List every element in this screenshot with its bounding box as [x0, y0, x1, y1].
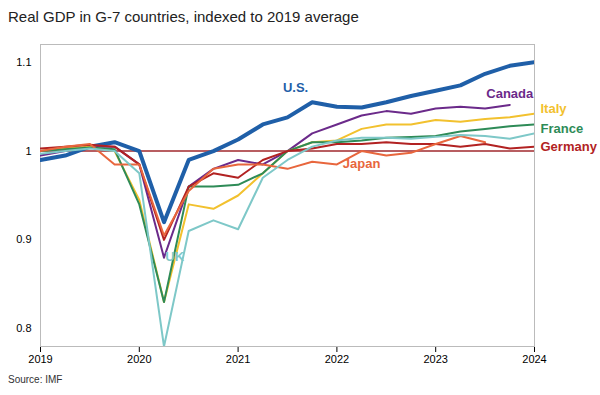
- svg-text:1: 1: [25, 145, 31, 157]
- svg-text:France: France: [541, 121, 584, 136]
- svg-text:2021: 2021: [226, 353, 250, 365]
- svg-text:UK: UK: [165, 249, 184, 264]
- svg-text:2023: 2023: [423, 353, 447, 365]
- svg-text:Germany: Germany: [541, 139, 598, 154]
- html-text:Source: IMF: Source: IMF: [8, 374, 63, 385]
- svg-text:Japan: Japan: [343, 156, 381, 171]
- svg-text:U.S.: U.S.: [283, 80, 308, 95]
- svg-text:2019: 2019: [28, 353, 52, 365]
- svg-text:Italy: Italy: [541, 101, 568, 116]
- svg-text:2022: 2022: [325, 353, 349, 365]
- svg-text:2024: 2024: [522, 353, 546, 365]
- html-text:Real GDP in G-7 countries, ind: Real GDP in G-7 countries, indexed to 20…: [8, 8, 359, 25]
- svg-text:1.1: 1.1: [16, 56, 31, 68]
- svg-text:0.9: 0.9: [16, 233, 31, 245]
- svg-text:2020: 2020: [127, 353, 151, 365]
- svg-text:0.8: 0.8: [16, 322, 31, 334]
- svg-text:Canada: Canada: [486, 86, 534, 101]
